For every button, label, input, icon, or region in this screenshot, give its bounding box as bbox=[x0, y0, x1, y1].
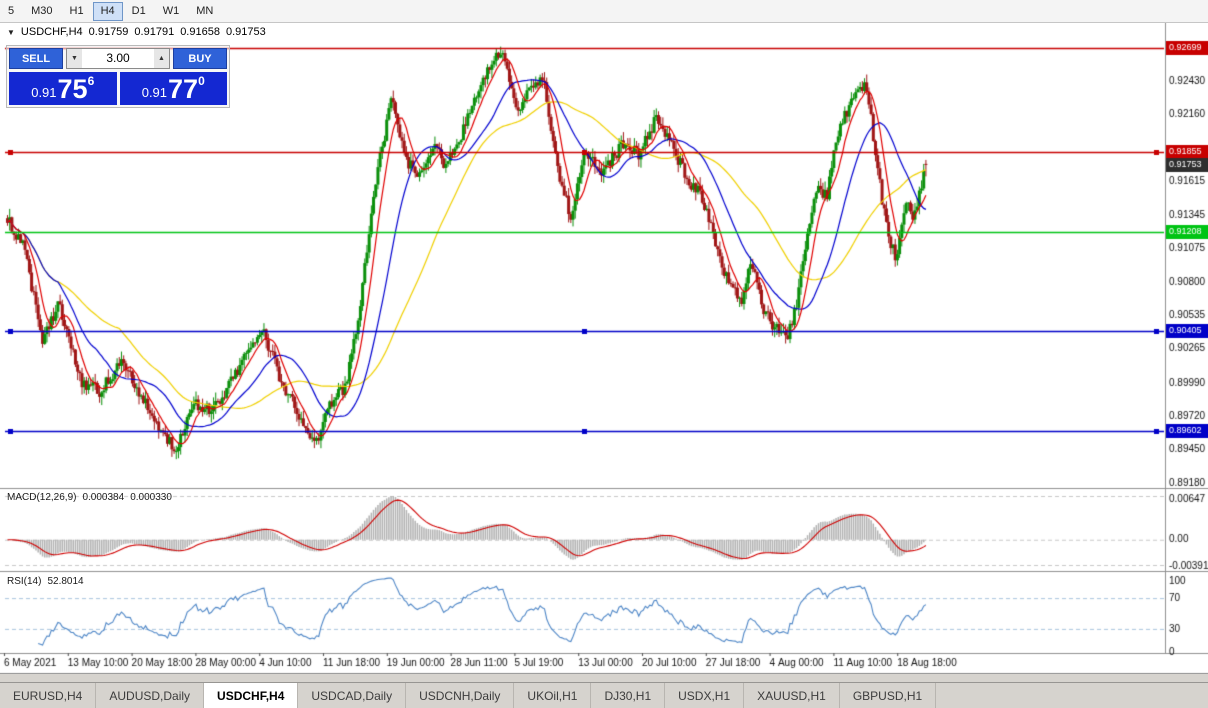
chart-tab-dj30-h1[interactable]: DJ30,H1 bbox=[591, 683, 666, 708]
chart-tab-usdx-h1[interactable]: USDX,H1 bbox=[665, 683, 745, 708]
ohlc-high: 0.91791 bbox=[134, 26, 175, 38]
macd-value-signal: 0.000330 bbox=[130, 492, 172, 503]
buy-price-pip: 0 bbox=[198, 74, 205, 88]
chart-tab-ukoil-h1[interactable]: UKOil,H1 bbox=[514, 683, 592, 708]
chart-tab-xauusd-h1[interactable]: XAUUSD,H1 bbox=[744, 683, 840, 708]
timeframe-button-mn[interactable]: MN bbox=[188, 2, 221, 21]
buy-price[interactable]: 0.91 77 0 bbox=[119, 72, 227, 105]
timeframe-button-d1[interactable]: D1 bbox=[124, 2, 154, 21]
sell-price[interactable]: 0.91 75 6 bbox=[9, 72, 117, 105]
timeframe-button-m30[interactable]: M30 bbox=[23, 2, 60, 21]
volume-increase-button[interactable]: ▲ bbox=[154, 49, 169, 68]
chart-header: ▼ USDCHF,H4 0.91759 0.91791 0.91658 0.91… bbox=[7, 26, 266, 38]
price-chart-canvas[interactable] bbox=[0, 23, 1208, 674]
chart-tab-eurusd-h4[interactable]: EURUSD,H4 bbox=[0, 683, 97, 708]
sell-price-big: 75 bbox=[57, 74, 88, 104]
timeframe-button-h1[interactable]: H1 bbox=[62, 2, 92, 21]
ohlc-low: 0.91658 bbox=[180, 26, 220, 38]
one-click-collapse-icon[interactable]: ▼ bbox=[7, 27, 15, 37]
buy-price-big: 77 bbox=[168, 74, 199, 104]
volume-value[interactable]: 3.00 bbox=[106, 51, 130, 65]
timeframe-button-w1[interactable]: W1 bbox=[155, 2, 188, 21]
one-click-trade-panel: SELL ▼ 3.00 ▲ BUY 0.91 75 6 0.91 77 0 bbox=[6, 45, 230, 108]
chart-tab-usdcnh-daily[interactable]: USDCNH,Daily bbox=[406, 683, 515, 708]
chart-tab-gbpusd-h1[interactable]: GBPUSD,H1 bbox=[840, 683, 937, 708]
timeframe-button-5[interactable]: 5 bbox=[0, 2, 22, 21]
macd-name: MACD(12,26,9) bbox=[7, 492, 77, 503]
buy-price-prefix: 0.91 bbox=[141, 85, 168, 101]
chart-tab-usdchf-h4[interactable]: USDCHF,H4 bbox=[204, 683, 299, 708]
chart-tab-usdcad-daily[interactable]: USDCAD,Daily bbox=[298, 683, 407, 708]
timeframe-button-h4[interactable]: H4 bbox=[92, 1, 123, 21]
macd-label: MACD(12,26,9) 0.000384 0.000330 bbox=[7, 492, 172, 503]
sell-price-pip: 6 bbox=[87, 74, 95, 88]
volume-decrease-button[interactable]: ▼ bbox=[67, 49, 82, 68]
volume-spinner[interactable]: ▼ 3.00 ▲ bbox=[66, 48, 170, 69]
ohlc-open: 0.91759 bbox=[88, 26, 129, 38]
chart-tab-bar: EURUSD,H4 AUDUSD,Daily USDCHF,H4 USDCAD,Dai… bbox=[0, 682, 1208, 708]
macd-value-main: 0.000384 bbox=[82, 492, 125, 503]
rsi-value: 52.8014 bbox=[47, 576, 84, 587]
ohlc-close: 0.91753 bbox=[225, 26, 266, 38]
chart-symbol-title: USDCHF,H4 bbox=[20, 26, 83, 38]
sell-button[interactable]: SELL bbox=[9, 48, 63, 69]
timeframe-toolbar: 5 M30 H1 H4 D1 W1 MN bbox=[0, 0, 1208, 23]
chart-tab-audusd-daily[interactable]: AUDUSD,Daily bbox=[96, 683, 205, 708]
sell-price-prefix: 0.91 bbox=[31, 85, 57, 101]
buy-button[interactable]: BUY bbox=[173, 48, 227, 69]
rsi-label: RSI(14) 52.8014 bbox=[7, 576, 84, 587]
rsi-name: RSI(14) bbox=[7, 576, 42, 587]
window-status-strip bbox=[0, 674, 1208, 682]
